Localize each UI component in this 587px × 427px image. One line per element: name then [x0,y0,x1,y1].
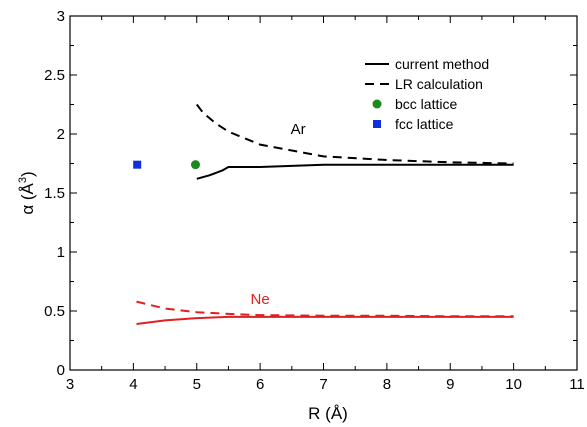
y-tick-label: 2.5 [44,67,65,84]
x-tick-label: 10 [505,376,522,393]
y-tick-label: 3 [57,8,65,25]
x-tick-label: 6 [256,376,264,393]
annotations: Ar Ne [251,121,306,308]
x-tick-label: 8 [383,376,391,393]
y-tick-label: 2 [57,126,65,143]
y-axis-title: α (Å3) [17,171,37,214]
legend-label: current method [395,56,489,72]
y-axis-title-close: ) [18,171,37,177]
x-tick-label: 9 [446,376,454,393]
series-line-ar-lr [196,103,514,165]
y-tick-label: 0.5 [44,303,65,320]
x-tick-label: 4 [129,376,137,393]
x-tick-label: 11 [569,376,585,393]
x-tick-label: 5 [193,376,201,393]
y-tick-label: 0 [57,362,65,379]
annotation-ar: Ar [291,121,306,138]
point-fcc-lattice [133,160,142,169]
y-axis-title-superscript: 3 [17,177,29,183]
y-tick-label: 1.5 [44,185,65,202]
legend-swatch-square [373,120,381,128]
annotation-ne: Ne [251,291,270,308]
y-tick-label: 1 [57,244,65,261]
plot-layer [133,103,514,325]
point-bcc-lattice [190,160,200,170]
legend-swatch-circle [372,99,382,109]
legend-label: bcc lattice [395,96,457,112]
x-tick-label: 3 [66,376,74,393]
x-tick-label: 7 [319,376,327,393]
x-axis-title: R (Å) [308,404,348,423]
legend-label: LR calculation [395,76,483,92]
axes-layer: 3 4 5 6 7 8 9 10 11 0 0.5 1 1.5 2 2.5 3 [44,8,585,393]
legend-label: fcc lattice [395,116,454,132]
y-axis-title-main: α (Å [18,182,37,214]
legend: current method LR calculation bcc lattice f… [365,56,489,132]
series-line-ar-current [196,163,514,180]
series-line-ne-lr [136,300,514,318]
